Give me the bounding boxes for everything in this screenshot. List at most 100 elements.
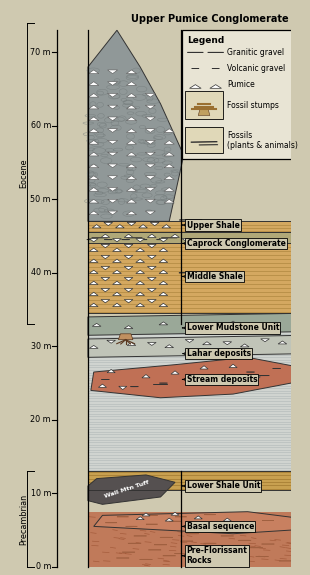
Polygon shape xyxy=(107,340,116,343)
Text: Middle Shale: Middle Shale xyxy=(187,272,242,281)
Polygon shape xyxy=(118,334,133,340)
Polygon shape xyxy=(89,70,99,74)
Polygon shape xyxy=(89,176,99,179)
Polygon shape xyxy=(89,82,99,85)
Text: Upper Shale: Upper Shale xyxy=(187,221,240,229)
Polygon shape xyxy=(145,105,155,109)
Polygon shape xyxy=(113,270,121,274)
Polygon shape xyxy=(148,289,156,292)
Polygon shape xyxy=(159,270,168,274)
Polygon shape xyxy=(182,239,191,242)
Polygon shape xyxy=(89,152,99,156)
Text: Stream deposits: Stream deposits xyxy=(187,375,257,384)
Polygon shape xyxy=(126,105,136,109)
Polygon shape xyxy=(185,340,194,343)
Polygon shape xyxy=(171,234,179,237)
Text: 60 m: 60 m xyxy=(31,121,51,131)
Text: 10 m: 10 m xyxy=(31,489,51,498)
Polygon shape xyxy=(107,369,115,373)
Polygon shape xyxy=(164,152,174,156)
Polygon shape xyxy=(127,343,136,346)
Polygon shape xyxy=(148,255,156,259)
Polygon shape xyxy=(198,109,210,116)
Polygon shape xyxy=(164,176,174,179)
Polygon shape xyxy=(252,377,260,380)
Text: 20 m: 20 m xyxy=(30,415,51,424)
Polygon shape xyxy=(145,117,155,121)
Text: Lower Mudstone Unit: Lower Mudstone Unit xyxy=(187,323,279,332)
Polygon shape xyxy=(108,94,118,97)
Polygon shape xyxy=(113,303,121,306)
Polygon shape xyxy=(108,82,118,85)
Polygon shape xyxy=(164,140,174,144)
Polygon shape xyxy=(210,85,221,89)
Polygon shape xyxy=(148,266,156,270)
Bar xyxy=(88,30,181,567)
Polygon shape xyxy=(88,313,306,335)
Polygon shape xyxy=(164,129,174,132)
Bar xyxy=(182,30,294,159)
Text: Pumice: Pumice xyxy=(227,80,255,89)
Polygon shape xyxy=(229,321,237,324)
Polygon shape xyxy=(89,200,99,203)
Polygon shape xyxy=(116,225,124,228)
Text: Lahar deposits: Lahar deposits xyxy=(187,349,251,358)
Polygon shape xyxy=(113,259,121,262)
Text: Fossil stumps: Fossil stumps xyxy=(227,101,279,110)
Polygon shape xyxy=(88,30,184,221)
Text: Legend: Legend xyxy=(187,36,224,45)
Polygon shape xyxy=(126,70,136,74)
Polygon shape xyxy=(89,303,98,306)
Polygon shape xyxy=(150,223,159,225)
Polygon shape xyxy=(113,281,121,285)
Polygon shape xyxy=(101,244,110,248)
Polygon shape xyxy=(89,105,99,109)
Polygon shape xyxy=(126,187,136,191)
Polygon shape xyxy=(88,335,306,357)
Polygon shape xyxy=(108,117,118,121)
Polygon shape xyxy=(89,270,98,274)
Polygon shape xyxy=(165,344,174,348)
Polygon shape xyxy=(101,266,110,270)
Polygon shape xyxy=(194,324,203,327)
Text: Wall Mtn Tuff: Wall Mtn Tuff xyxy=(104,480,150,499)
Text: Fossils
(plants & animals): Fossils (plants & animals) xyxy=(227,131,298,150)
Text: 70 m: 70 m xyxy=(30,48,51,57)
Polygon shape xyxy=(108,211,118,214)
Polygon shape xyxy=(223,518,231,521)
Polygon shape xyxy=(136,259,144,262)
Polygon shape xyxy=(101,234,110,237)
Polygon shape xyxy=(89,94,99,97)
Polygon shape xyxy=(124,325,133,328)
Polygon shape xyxy=(108,70,118,74)
Polygon shape xyxy=(89,346,98,348)
Polygon shape xyxy=(145,176,155,179)
Text: Volcanic gravel: Volcanic gravel xyxy=(227,64,286,73)
Polygon shape xyxy=(189,85,201,89)
Polygon shape xyxy=(89,187,99,191)
Polygon shape xyxy=(124,300,133,303)
Polygon shape xyxy=(164,164,174,168)
Polygon shape xyxy=(229,364,237,367)
Polygon shape xyxy=(126,200,136,203)
Polygon shape xyxy=(124,234,133,237)
Polygon shape xyxy=(126,94,136,97)
Bar xyxy=(185,127,223,153)
Polygon shape xyxy=(171,512,179,515)
Polygon shape xyxy=(127,223,136,225)
Polygon shape xyxy=(89,281,98,285)
Polygon shape xyxy=(136,248,144,251)
Polygon shape xyxy=(88,512,306,567)
Polygon shape xyxy=(126,152,136,156)
Polygon shape xyxy=(98,384,107,388)
Polygon shape xyxy=(108,187,118,191)
Polygon shape xyxy=(124,266,133,270)
Polygon shape xyxy=(126,129,136,132)
Polygon shape xyxy=(148,244,156,248)
Polygon shape xyxy=(145,211,155,214)
Polygon shape xyxy=(148,300,156,303)
Polygon shape xyxy=(91,357,306,398)
Polygon shape xyxy=(89,129,99,132)
Polygon shape xyxy=(159,303,168,306)
Polygon shape xyxy=(145,200,155,203)
